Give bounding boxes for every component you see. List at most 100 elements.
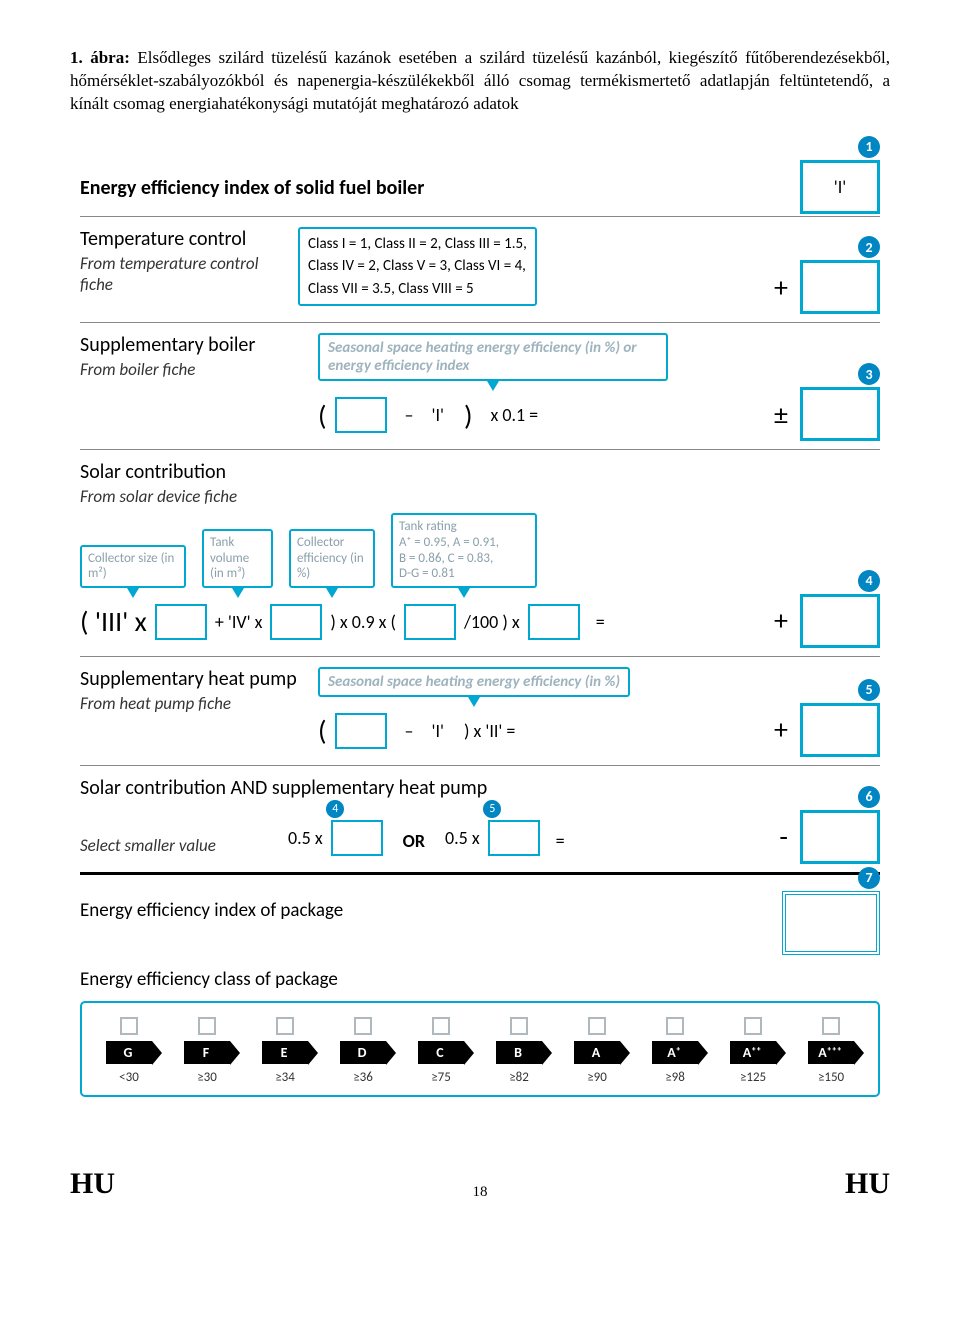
callout-collector-size: Collector size (in m²) <box>80 545 186 588</box>
class-value: ≥90 <box>587 1070 607 1085</box>
sec2-sub: From temperature control fiche <box>80 253 290 295</box>
class-value: ≥98 <box>665 1070 685 1085</box>
class-tag: A⁺ <box>652 1041 698 1064</box>
sec7-title: Energy efficiency index of package <box>80 899 880 922</box>
callout-collector-eff: Collector efficiency (in %) <box>289 529 375 588</box>
input-box-4c <box>404 604 456 640</box>
sec4-sub: From solar device fiche <box>80 486 880 507</box>
badge-2: 2 <box>858 236 880 258</box>
class-tag: A <box>574 1041 620 1064</box>
sec5-title: Supplementary heat pump <box>80 667 310 691</box>
input-box-5a <box>335 713 387 749</box>
sec2-title: Temperature control <box>80 227 290 251</box>
checkbox-icon <box>120 1017 138 1035</box>
input-box-4b <box>270 604 322 640</box>
class-scale-box: G <30 F≥30 E ≥34 D≥36 C ≥75 B ≥82 A ≥90 A⁺ ≥98 A⁺⁺ ≥125… <box>80 1001 880 1097</box>
input-box-3a <box>335 397 387 433</box>
checkbox-icon <box>432 1017 450 1035</box>
result-box-4 <box>800 594 880 648</box>
sec3-callout: Seasonal space heating energy efficiency… <box>318 333 668 381</box>
op-plus-2: + <box>770 270 792 305</box>
op-minus-6: - <box>775 819 792 854</box>
sec-package-index: Energy efficiency index of package 7 <box>80 875 880 938</box>
op-pm-3: ± <box>770 397 792 432</box>
arrow-down-icon <box>326 588 338 598</box>
sec-temperature-control: Temperature control From temperature con… <box>80 217 880 324</box>
page-footer: HU 18 HU <box>0 1137 960 1231</box>
callout-tank-rating: Tank rating A⁺ = 0.95, A = 0.91, B = 0.8… <box>391 513 537 587</box>
class-value: ≥30 <box>197 1070 217 1085</box>
checkbox-icon <box>588 1017 606 1035</box>
class-value: <30 <box>119 1070 139 1085</box>
class-scale-row: G <30 F≥30 E ≥34 D≥36 C ≥75 B ≥82 A ≥90 A⁺ ≥98 A⁺⁺ ≥125… <box>100 1017 860 1085</box>
checkbox-icon <box>822 1017 840 1035</box>
checkbox-icon <box>198 1017 216 1035</box>
checkbox-icon <box>276 1017 294 1035</box>
arrow-down-icon <box>458 588 470 598</box>
badge-1: 1 <box>858 136 880 158</box>
class-value: ≥150 <box>818 1070 844 1085</box>
result-box-5 <box>800 703 880 757</box>
scale-item: E ≥34 <box>256 1017 314 1085</box>
scale-item: A ≥90 <box>568 1017 626 1085</box>
sec3-sub: From boiler fiche <box>80 359 310 380</box>
sec4-title: Solar contribution <box>80 460 880 484</box>
result-box-6 <box>800 810 880 864</box>
scale-item: A⁺ ≥98 <box>646 1017 704 1085</box>
result-box-1: 'I' <box>800 160 880 214</box>
result-box-2 <box>800 260 880 314</box>
footer-right: HU <box>845 1167 890 1201</box>
scale-item: G <30 <box>100 1017 158 1085</box>
ref-badge-5: 5 <box>483 800 501 818</box>
class-tag: D <box>340 1041 386 1064</box>
arrow-down-icon <box>487 381 499 391</box>
input-box-4d <box>528 604 580 640</box>
sec-boiler-index: Energy efficiency index of solid fuel bo… <box>80 146 880 217</box>
badge-5: 5 <box>858 679 880 701</box>
class-value: ≥82 <box>509 1070 529 1085</box>
ref-badge-4: 4 <box>326 800 344 818</box>
class-tag: G <box>106 1041 152 1064</box>
checkbox-icon <box>354 1017 372 1035</box>
result-box-3 <box>800 387 880 441</box>
scale-item: D≥36 <box>334 1017 392 1085</box>
energy-figure: Energy efficiency index of solid fuel bo… <box>80 146 880 1097</box>
sec1-title: Energy efficiency index of solid fuel bo… <box>80 176 880 200</box>
sec8-title: Energy efficiency class of package <box>80 968 880 991</box>
sec5-callout: Seasonal space heating energy efficiency… <box>318 667 630 697</box>
class-value: ≥75 <box>431 1070 451 1085</box>
class-tag: A⁺⁺⁺ <box>808 1041 854 1064</box>
result-box-7 <box>782 891 880 955</box>
sec5-sub: From heat pump fiche <box>80 693 310 714</box>
op-plus-5: + <box>770 712 792 747</box>
checkbox-icon <box>510 1017 528 1035</box>
input-box-6a <box>331 820 383 856</box>
badge-3: 3 <box>858 363 880 385</box>
footer-left: HU <box>70 1167 115 1201</box>
callout-tank-volume: Tank volume (in m³) <box>202 529 273 588</box>
class-tag: E <box>262 1041 308 1064</box>
class-tag: B <box>496 1041 542 1064</box>
scale-item: A⁺⁺⁺ ≥150 <box>802 1017 860 1085</box>
scale-item: B ≥82 <box>490 1017 548 1085</box>
sec-solar-and-pump: Solar contribution AND supplementary hea… <box>80 766 880 875</box>
checkbox-icon <box>744 1017 762 1035</box>
class-tag: A⁺⁺ <box>730 1041 776 1064</box>
input-box-4a <box>155 604 207 640</box>
class-value: ≥34 <box>275 1070 295 1085</box>
scale-item: C ≥75 <box>412 1017 470 1085</box>
op-plus-4: + <box>770 603 792 638</box>
badge-7: 7 <box>858 867 880 889</box>
input-box-6b <box>488 820 540 856</box>
sec6-title: Solar contribution AND supplementary hea… <box>80 776 880 800</box>
class-tag: C <box>418 1041 464 1064</box>
caption-text: Elsődleges szilárd tüzelésű kazánok eset… <box>70 48 890 113</box>
class-value: ≥125 <box>740 1070 766 1085</box>
checkbox-icon <box>666 1017 684 1035</box>
scale-item: A⁺⁺ ≥125 <box>724 1017 782 1085</box>
badge-4: 4 <box>858 570 880 592</box>
sec-solar-contribution: Solar contribution From solar device fic… <box>80 450 880 656</box>
scale-item: F≥30 <box>178 1017 236 1085</box>
arrow-down-icon <box>127 588 139 598</box>
sec-package-class: Energy efficiency class of package G <30 F… <box>80 968 880 1097</box>
